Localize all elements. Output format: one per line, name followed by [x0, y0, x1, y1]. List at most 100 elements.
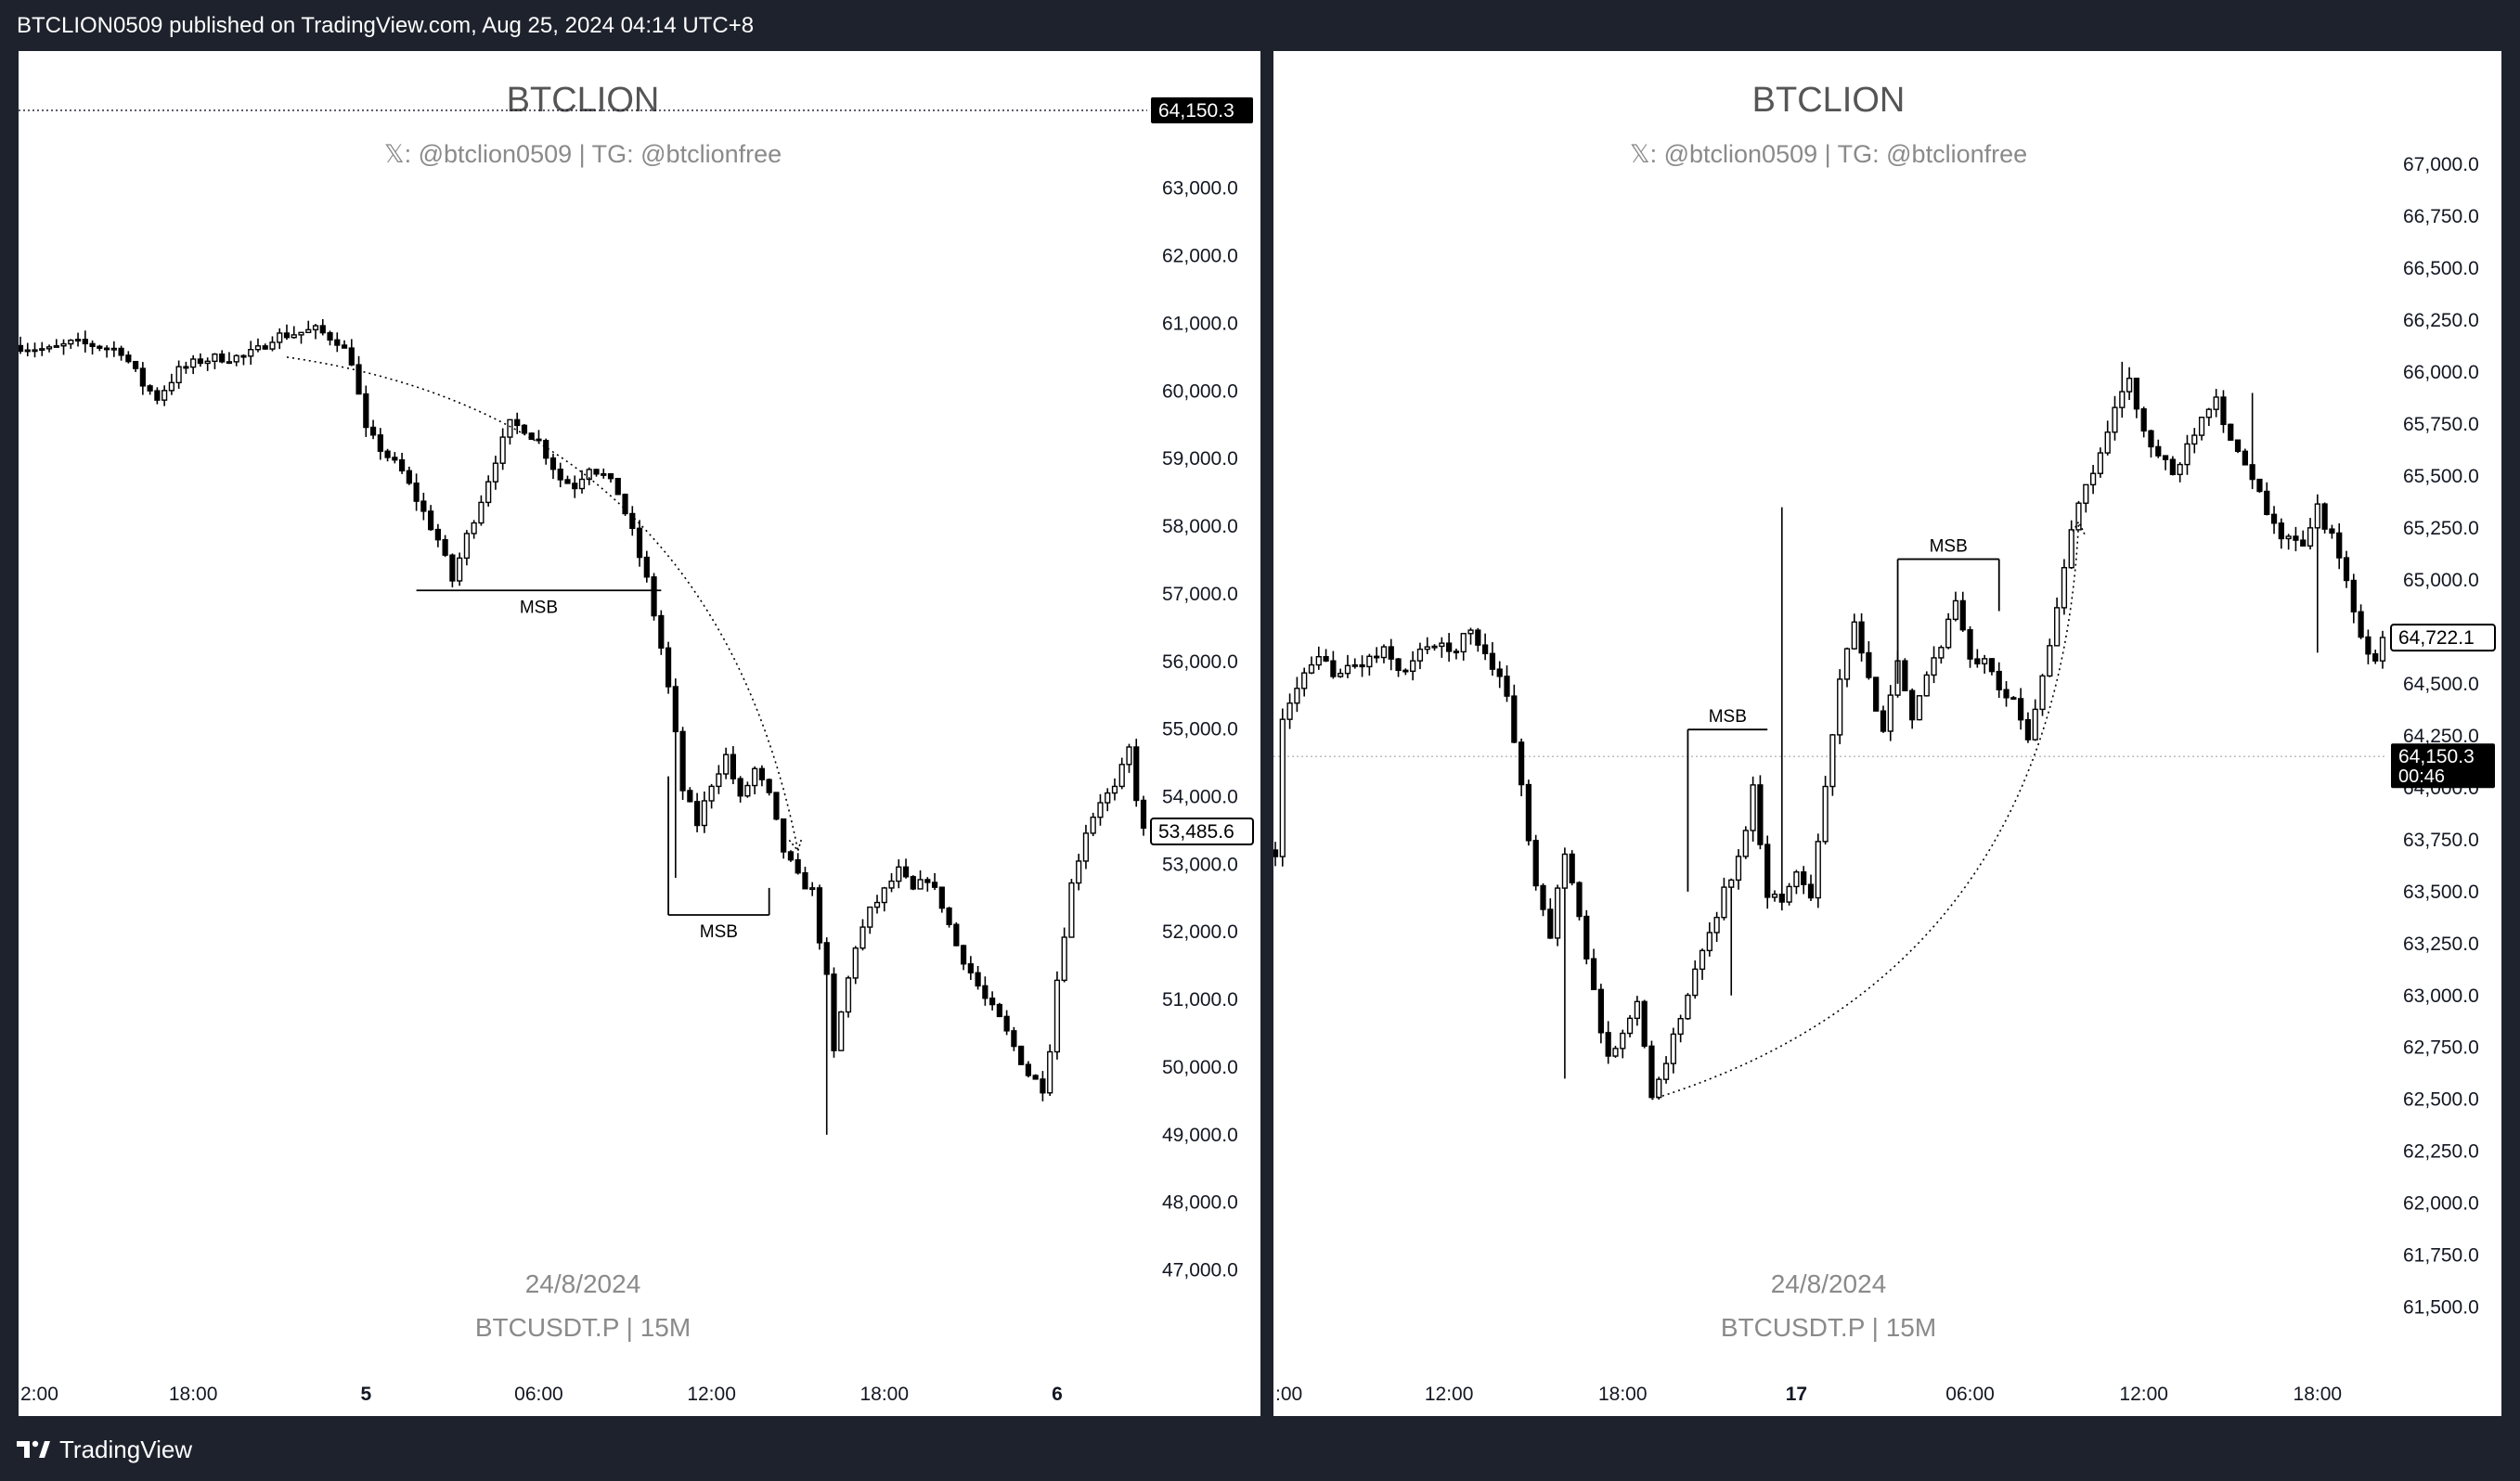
candle-body — [1111, 785, 1118, 794]
candle-body — [1982, 658, 1988, 664]
candle-body — [1547, 908, 1554, 939]
y-tick-label: 64,500.0 — [2403, 674, 2479, 695]
candle-body — [406, 470, 412, 484]
candle-body — [1047, 1050, 1053, 1094]
candle-body — [1273, 849, 1279, 857]
candle-body — [1620, 1032, 1626, 1050]
candle-body — [254, 345, 262, 351]
y-tick-label: 61,000.0 — [1162, 313, 1238, 334]
y-tick-label: 65,500.0 — [2403, 466, 2479, 487]
candle-body — [1974, 658, 1981, 664]
candle-body — [1126, 746, 1132, 766]
candle-body — [543, 440, 549, 459]
candle-body — [1366, 655, 1373, 668]
y-tick-label: 59,000.0 — [1162, 448, 1238, 470]
candle-body — [1851, 621, 1857, 650]
candle-body — [2372, 653, 2379, 662]
candle-body — [478, 501, 485, 524]
candle-body — [1011, 1030, 1017, 1048]
msb-label: MSB — [520, 598, 558, 617]
candle-body — [89, 342, 96, 347]
candle-body — [1286, 702, 1293, 720]
candle-body — [1648, 1045, 1655, 1099]
footer: TradingView — [17, 1434, 192, 1465]
candle-body — [687, 790, 693, 803]
candle-body — [521, 424, 528, 434]
candle-body — [701, 800, 707, 827]
candle-body — [672, 686, 678, 733]
candle-body — [938, 886, 945, 909]
candle-body — [528, 432, 535, 441]
candle-body — [1583, 915, 1590, 959]
candle-body — [420, 500, 427, 512]
watermark-handle: 𝕏: @btclion0509 | TG: @btclionfree — [384, 140, 782, 168]
candle-body — [593, 469, 600, 475]
y-tick-label: 63,500.0 — [2403, 882, 2479, 903]
candle-body — [2264, 490, 2270, 516]
chart-panel-right[interactable]: BTCLION 𝕏: @btclion0509 | TG: @btclionfre… — [1273, 51, 2501, 1416]
price-tag-label: 64,150.3 — [1158, 100, 1234, 122]
candle-body — [1460, 633, 1467, 653]
candle-body — [154, 390, 161, 401]
x-tick-label: 5 — [360, 1384, 371, 1405]
candle-body — [2228, 423, 2234, 441]
candle-body — [2047, 645, 2053, 677]
candle-body — [277, 332, 283, 343]
price-tag-outlined — [2390, 624, 2496, 652]
candlestick-chart-left[interactable]: BTCLION 𝕏: @btclion0509 | TG: @btclionfre… — [19, 51, 1260, 1416]
candle-body — [1829, 734, 1836, 788]
candle-body — [1068, 882, 1075, 938]
candle-body — [1140, 799, 1147, 830]
candle-body — [1815, 841, 1821, 899]
x-tick-label: 12:00 — [1425, 1384, 1474, 1405]
candle-body — [781, 818, 787, 853]
candle-body — [428, 510, 434, 531]
candle-body — [1090, 816, 1096, 834]
candle-body — [622, 494, 628, 515]
trend-arrow — [286, 356, 799, 851]
y-tick-label: 62,000.0 — [2403, 1193, 2479, 1215]
candle-body — [586, 469, 592, 481]
candle-body — [1656, 1078, 1662, 1099]
candle-body — [1540, 884, 1546, 910]
watermark-title: BTCLION — [507, 81, 660, 120]
candle-body — [1453, 650, 1460, 654]
candle-body — [2205, 408, 2212, 419]
candle-body — [2148, 430, 2154, 448]
candle-body — [312, 325, 319, 331]
candle-body — [334, 339, 341, 346]
candle-body — [2097, 452, 2104, 474]
candle-body — [1721, 886, 1727, 919]
x-tick-label: 17 — [1786, 1384, 1807, 1405]
candle-body — [1315, 655, 1322, 666]
candle-body — [226, 361, 233, 365]
candle-body — [183, 366, 189, 369]
candle-body — [1554, 887, 1561, 939]
candle-body — [816, 887, 823, 944]
watermark-date: 24/8/2024 — [525, 1269, 641, 1298]
y-tick-label: 49,000.0 — [1162, 1125, 1238, 1146]
candle-body — [795, 858, 801, 874]
candle-body — [737, 778, 743, 797]
candle-body — [2191, 434, 2198, 445]
candle-body — [248, 349, 254, 357]
candle-body — [97, 345, 103, 349]
candle-body — [917, 879, 924, 890]
candle-body — [1410, 660, 1416, 673]
candle-body — [953, 923, 960, 947]
candle-body — [190, 358, 197, 368]
watermark-title: BTCLION — [1752, 81, 1906, 120]
y-tick-label: 58,000.0 — [1162, 516, 1238, 537]
candle-body — [723, 753, 730, 775]
candle-body — [708, 785, 715, 802]
y-tick-label: 65,750.0 — [2403, 414, 2479, 435]
candle-body — [838, 1011, 845, 1051]
candle-body — [1778, 894, 1785, 903]
candlestick-chart-right[interactable]: BTCLION 𝕏: @btclion0509 | TG: @btclionfre… — [1273, 51, 2501, 1416]
candle-body — [162, 390, 168, 401]
candle-body — [651, 576, 657, 617]
candle-body — [1996, 670, 2002, 690]
chart-panel-left[interactable]: BTCLION 𝕏: @btclion0509 | TG: @btclionfre… — [19, 51, 1260, 1416]
watermark-date: 24/8/2024 — [1771, 1269, 1887, 1298]
candle-body — [572, 483, 578, 490]
